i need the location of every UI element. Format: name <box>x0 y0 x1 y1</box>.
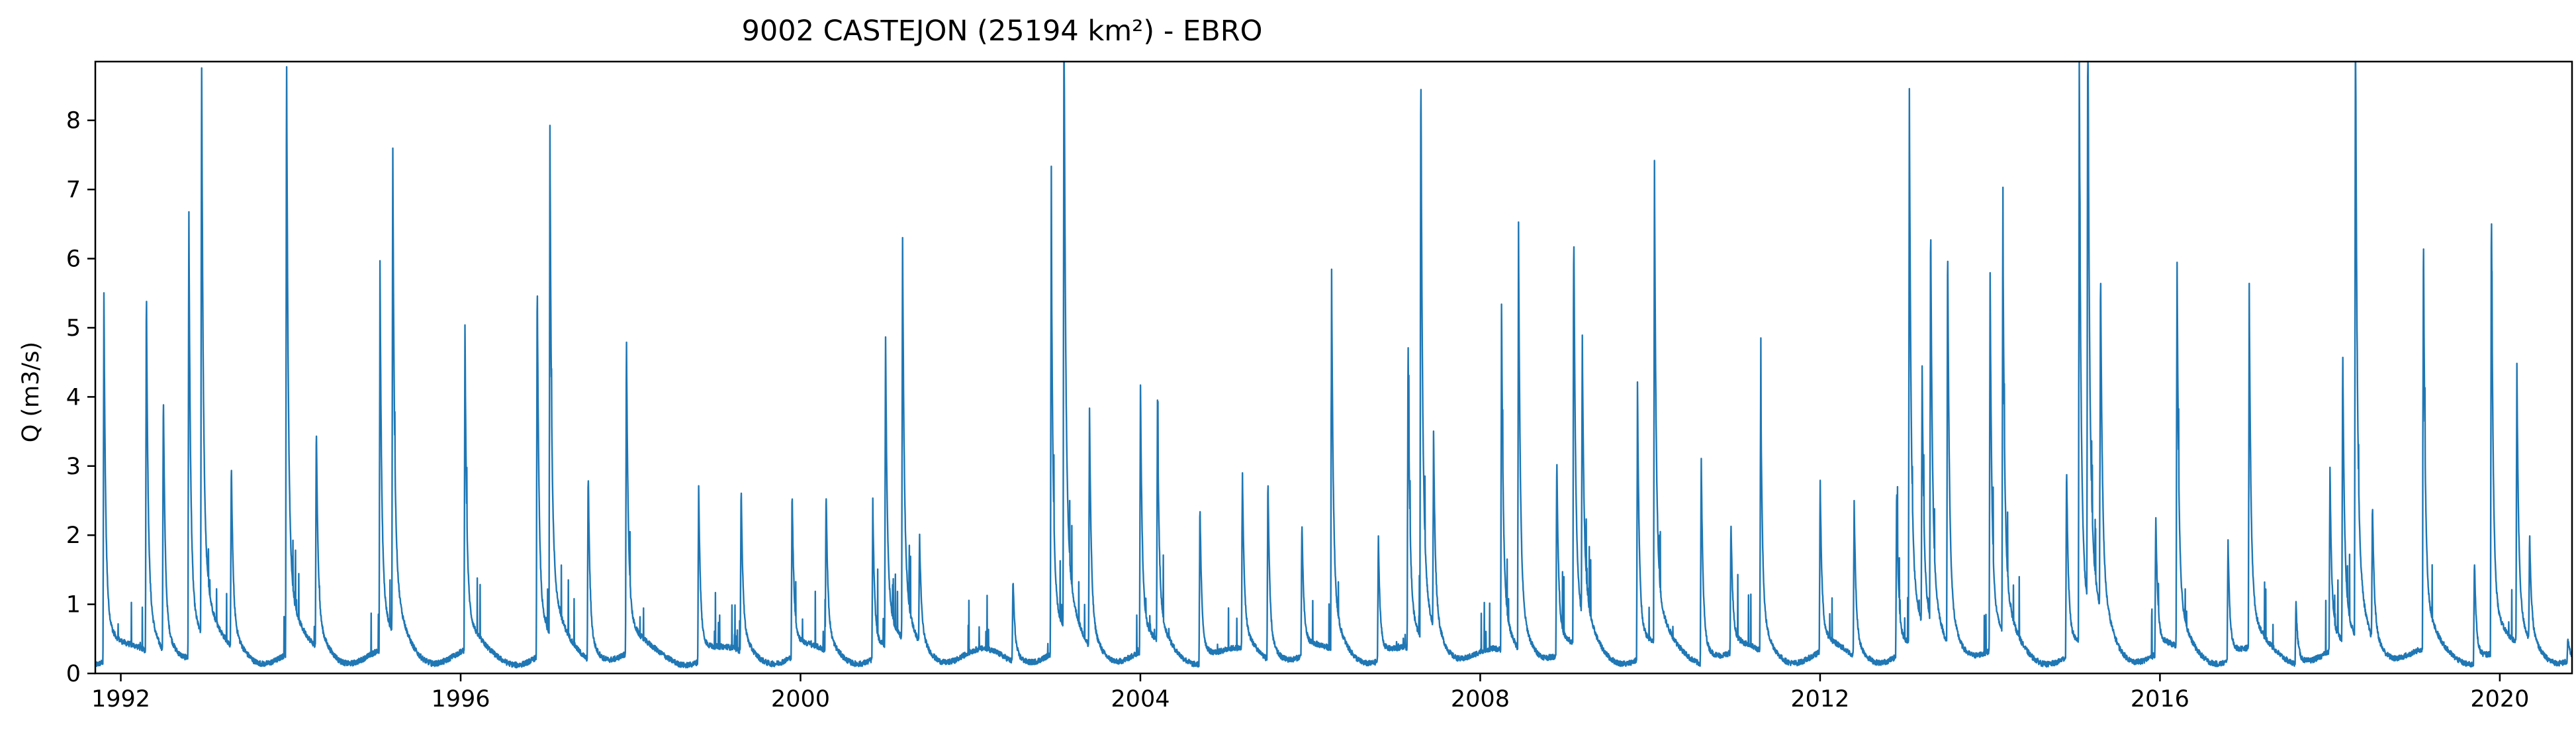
y-axis-label: Q (m3/s) <box>18 342 44 442</box>
chart-title: 9002 CASTEJON (25194 km²) - EBRO <box>742 15 1263 48</box>
y-tick-label: 7 <box>66 177 81 203</box>
y-tick-label: 4 <box>66 384 81 411</box>
x-tick-label: 2016 <box>2131 686 2189 713</box>
x-tick-label: 2012 <box>1790 686 1849 713</box>
y-tick-label: 8 <box>66 108 81 134</box>
x-tick-label: 1992 <box>91 686 150 713</box>
series-layer <box>95 62 2572 667</box>
x-tick-label: 1996 <box>431 686 490 713</box>
y-tick-label: 3 <box>66 454 81 480</box>
flow-series-line <box>95 62 2572 667</box>
plot-frame <box>95 62 2572 673</box>
y-tick-label: 1 <box>66 592 81 618</box>
x-tick-label: 2000 <box>771 686 830 713</box>
x-tick-label: 2004 <box>1111 686 1170 713</box>
y-tick-label: 6 <box>66 246 81 273</box>
y-axis-ticks: 0 1 2 3 4 5 6 7 8 <box>66 108 95 687</box>
x-tick-label: 2020 <box>2470 686 2529 713</box>
y-tick-label: 0 <box>66 661 81 687</box>
y-tick-label: 5 <box>66 315 81 342</box>
x-tick-label: 2008 <box>1451 686 1510 713</box>
x-axis-ticks: 1992 1996 2000 2004 2008 2012 2016 2020 <box>91 673 2529 713</box>
y-tick-label: 2 <box>66 522 81 549</box>
